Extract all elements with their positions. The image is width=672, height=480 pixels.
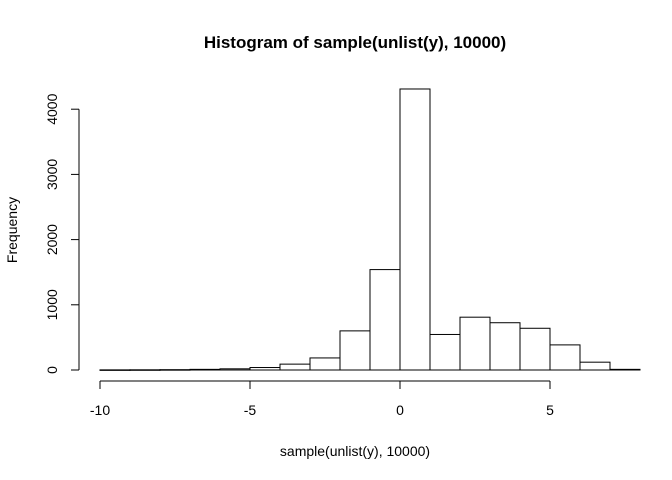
y-tick-label: 2000 bbox=[44, 224, 60, 255]
histogram-bar-10 bbox=[399, 88, 431, 371]
histogram-bar-3 bbox=[189, 368, 221, 371]
histogram-bar-8 bbox=[339, 330, 371, 371]
x-tick-label: 0 bbox=[396, 402, 404, 418]
y-tick-label: 3000 bbox=[44, 159, 60, 190]
histogram-bar-13 bbox=[489, 322, 521, 371]
histogram-bar-1 bbox=[129, 369, 161, 371]
histogram-bar-16 bbox=[579, 361, 611, 371]
histogram-bar-12 bbox=[459, 316, 491, 371]
y-axis: 0 1000 2000 3000 4000 bbox=[44, 93, 80, 374]
x-tick-label: -5 bbox=[244, 402, 257, 418]
y-tick-label: 1000 bbox=[44, 289, 60, 320]
histogram-bar-14 bbox=[519, 327, 551, 371]
x-tick-label: -10 bbox=[90, 402, 110, 418]
histogram-bar-0 bbox=[99, 369, 131, 371]
histogram-bar-15 bbox=[549, 344, 581, 371]
y-tick-label: 0 bbox=[44, 366, 60, 374]
histogram-bar-4 bbox=[219, 368, 251, 371]
histogram-bar-5 bbox=[249, 367, 281, 371]
histogram-bar-2 bbox=[159, 369, 191, 371]
histogram-bar-6 bbox=[279, 363, 311, 371]
x-axis-label: sample(unlist(y), 10000) bbox=[280, 443, 430, 459]
x-tick-label: 5 bbox=[546, 402, 554, 418]
chart-title: Histogram of sample(unlist(y), 10000) bbox=[204, 33, 506, 52]
histogram-bars bbox=[99, 88, 641, 371]
histogram-bar-9 bbox=[369, 269, 401, 371]
histogram-bar-17 bbox=[609, 368, 641, 371]
histogram-bar-11 bbox=[429, 333, 461, 371]
y-axis-label: Frequency bbox=[4, 197, 20, 263]
y-tick-label: 4000 bbox=[44, 93, 60, 124]
histogram-bar-7 bbox=[309, 357, 341, 371]
x-axis: -10 -5 0 5 bbox=[90, 380, 554, 418]
